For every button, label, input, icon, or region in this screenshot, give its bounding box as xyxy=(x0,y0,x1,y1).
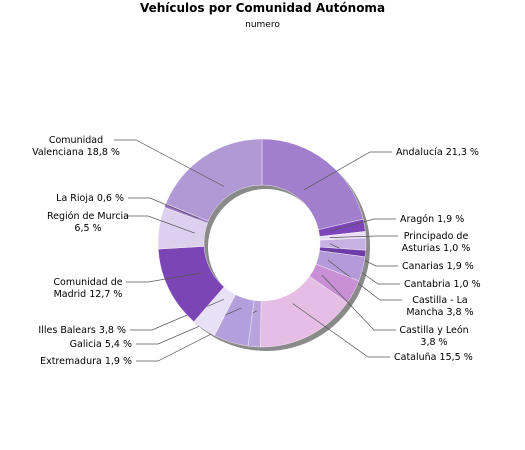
slice-label: Aragón 1,9 % xyxy=(400,214,464,225)
slice-label: Región de Murcia 6,5 % xyxy=(47,211,129,234)
leader-line xyxy=(304,151,392,191)
slice-label: La Rioja 0,6 % xyxy=(56,193,124,204)
leader-line xyxy=(329,235,398,238)
chart-subtitle: numero xyxy=(245,20,280,30)
leader-line xyxy=(126,272,202,283)
slice-label: Comunidad Valenciana 18,8 % xyxy=(32,135,120,158)
slice-label: Cataluña 15,5 % xyxy=(394,352,473,363)
slice-label: Cantabria 1,0 % xyxy=(404,279,481,290)
slice-label: Castilla y León 3,8 % xyxy=(399,325,468,348)
slice-label: Extremadura 1,9 % xyxy=(40,356,132,367)
slice-label: Castilla - La Mancha 3,8 % xyxy=(406,295,473,318)
leader-line xyxy=(126,215,195,234)
chart-title: Vehículos por Comunidad Autónoma xyxy=(139,1,386,15)
donut-slice xyxy=(165,138,263,222)
leader-line xyxy=(321,274,396,331)
leader-line xyxy=(328,218,396,232)
slice-label: Galicia 5,4 % xyxy=(70,339,132,350)
donut-slice xyxy=(261,138,364,230)
leader-line xyxy=(292,303,390,358)
leader-line xyxy=(128,197,199,219)
slice-label: Andalucía 21,3 % xyxy=(396,147,479,158)
slice-label: Canarias 1,9 % xyxy=(402,261,474,272)
slice-label: Illes Balears 3,8 % xyxy=(38,325,126,336)
slice-label: Comunidad de Madrid 12,7 % xyxy=(53,277,122,300)
leader-line xyxy=(327,259,402,301)
leader-line xyxy=(114,139,225,187)
slice-label: Principado de Asturias 1,0 % xyxy=(402,231,471,254)
